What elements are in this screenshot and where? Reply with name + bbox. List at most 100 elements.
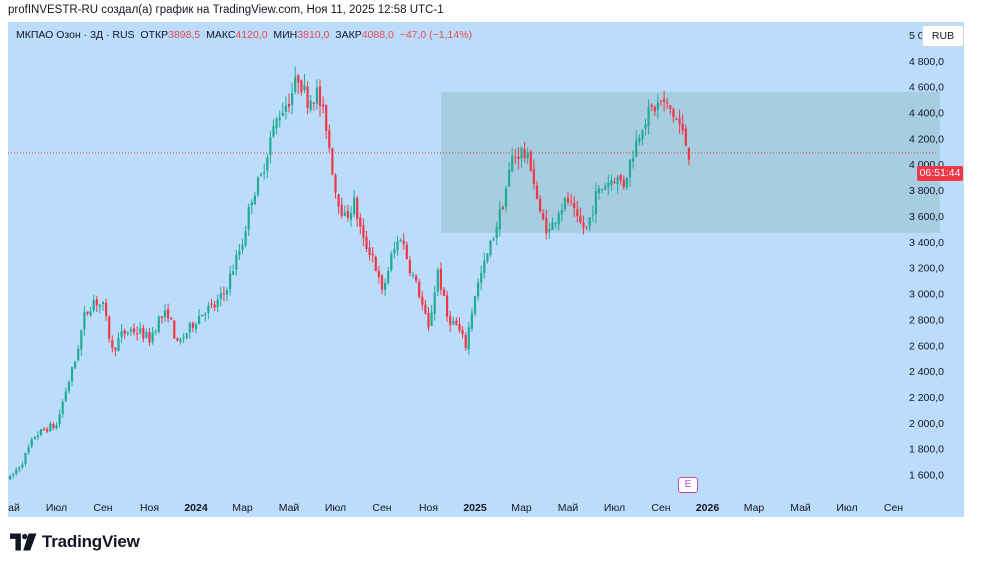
x-tick-label: Май <box>558 502 579 514</box>
x-tick-label: Сен <box>93 502 112 514</box>
low-value: 3810,0 <box>297 29 330 41</box>
y-tick-label: 1 800,0 <box>909 444 944 456</box>
candle-body <box>21 464 24 468</box>
y-tick-label: 3 000,0 <box>909 289 944 301</box>
candle-body <box>641 130 644 140</box>
candle-body <box>548 229 551 232</box>
y-tick-label: 2 600,0 <box>909 340 944 352</box>
candle-body <box>473 296 477 314</box>
tradingview-logo[interactable]: TradingView <box>10 531 140 553</box>
candle-body <box>554 222 557 224</box>
candle-body <box>411 274 415 276</box>
candle-body <box>213 304 216 308</box>
candle-body <box>653 106 656 112</box>
candle-body <box>74 361 77 369</box>
candle-body <box>588 217 591 227</box>
candle-body <box>191 322 194 328</box>
y-tick-label: 3 200,0 <box>909 263 944 275</box>
candle-body <box>408 260 411 274</box>
candle-body <box>256 177 260 195</box>
candle-body <box>61 402 64 414</box>
candle-body <box>306 86 309 109</box>
candle-body <box>594 191 597 215</box>
candle-body <box>157 316 160 333</box>
candle-body <box>188 322 191 333</box>
candle-body <box>179 339 182 342</box>
candle-body <box>455 320 458 326</box>
candle-body <box>263 171 266 174</box>
candle-body <box>163 310 167 318</box>
candle-body <box>55 425 58 429</box>
y-tick-label: 2 400,0 <box>909 366 944 378</box>
candle-body <box>647 106 650 127</box>
x-tick-label: Сен <box>651 502 670 514</box>
candle-body <box>70 367 74 382</box>
candle-body <box>489 240 492 256</box>
candle-body <box>535 185 539 200</box>
chart-area[interactable]: 1 600,0 1 800,0 2 000,0 2 200,0 2 400,0 2 600… <box>8 22 964 517</box>
candle-body <box>284 105 287 112</box>
candle-body <box>300 80 303 93</box>
candle-body <box>467 327 470 350</box>
candle-body <box>114 347 117 351</box>
candle-body <box>390 253 393 271</box>
candle-body <box>201 314 204 317</box>
y-tick-label: 4 200,0 <box>909 133 944 145</box>
candle-body <box>253 195 256 205</box>
candle-body <box>142 327 145 339</box>
candle-body <box>557 213 560 225</box>
candle-body <box>173 320 176 339</box>
candle-body <box>353 197 356 215</box>
candle-body <box>430 312 433 326</box>
candle-body <box>272 125 275 137</box>
candle-body <box>30 439 33 447</box>
candle-body <box>312 102 315 104</box>
candle-body <box>619 175 622 181</box>
currency-button[interactable]: RUB <box>922 25 964 47</box>
candle-body <box>315 87 318 104</box>
candle-body <box>52 424 55 429</box>
x-tick-label: 2025 <box>463 502 487 514</box>
candle-body <box>216 299 219 308</box>
candle-body <box>136 333 139 335</box>
candle-body <box>458 324 461 331</box>
close-value: 4088,0 <box>361 29 394 41</box>
candle-body <box>424 304 427 314</box>
y-tick-label: 1 600,0 <box>909 470 944 482</box>
candle-body <box>368 247 371 255</box>
candle-body <box>219 293 222 299</box>
symbol-label[interactable]: МКПАО Озон · 3Д · RUS <box>16 29 135 41</box>
candle-body <box>563 198 566 210</box>
candle-body <box>154 331 157 333</box>
candle-body <box>92 300 95 311</box>
candle-body <box>498 209 501 230</box>
candle-body <box>46 429 49 432</box>
candle-body <box>387 270 390 283</box>
candle-body <box>309 100 312 110</box>
candle-body <box>160 316 163 319</box>
candle-body <box>176 338 179 341</box>
candle-body <box>275 119 278 129</box>
candle-body <box>628 159 632 178</box>
candle-body <box>337 194 340 207</box>
candle-body <box>129 329 132 332</box>
candle-body <box>322 104 325 107</box>
candle-body <box>442 289 446 297</box>
tradingview-logo-text: TradingView <box>42 532 140 551</box>
candle-body <box>98 304 101 307</box>
candle-body <box>517 156 520 160</box>
candle-body <box>427 313 430 328</box>
candle-body <box>287 103 291 107</box>
candle-body <box>281 112 284 116</box>
candle-body <box>542 213 545 220</box>
candle-body <box>669 105 672 109</box>
candle-body <box>148 332 151 343</box>
candle-body <box>349 212 353 220</box>
candle-body <box>241 244 244 250</box>
candlestick-chart[interactable]: 1 600,0 1 800,0 2 000,0 2 200,0 2 400,0 2 600… <box>8 22 964 517</box>
x-tick-label: Июл <box>325 502 346 514</box>
x-tick-label: 2024 <box>184 502 208 514</box>
earnings-marker[interactable]: E <box>678 477 698 493</box>
countdown-price-tag: 06:51:44 <box>917 166 963 181</box>
candle-body <box>666 102 669 104</box>
